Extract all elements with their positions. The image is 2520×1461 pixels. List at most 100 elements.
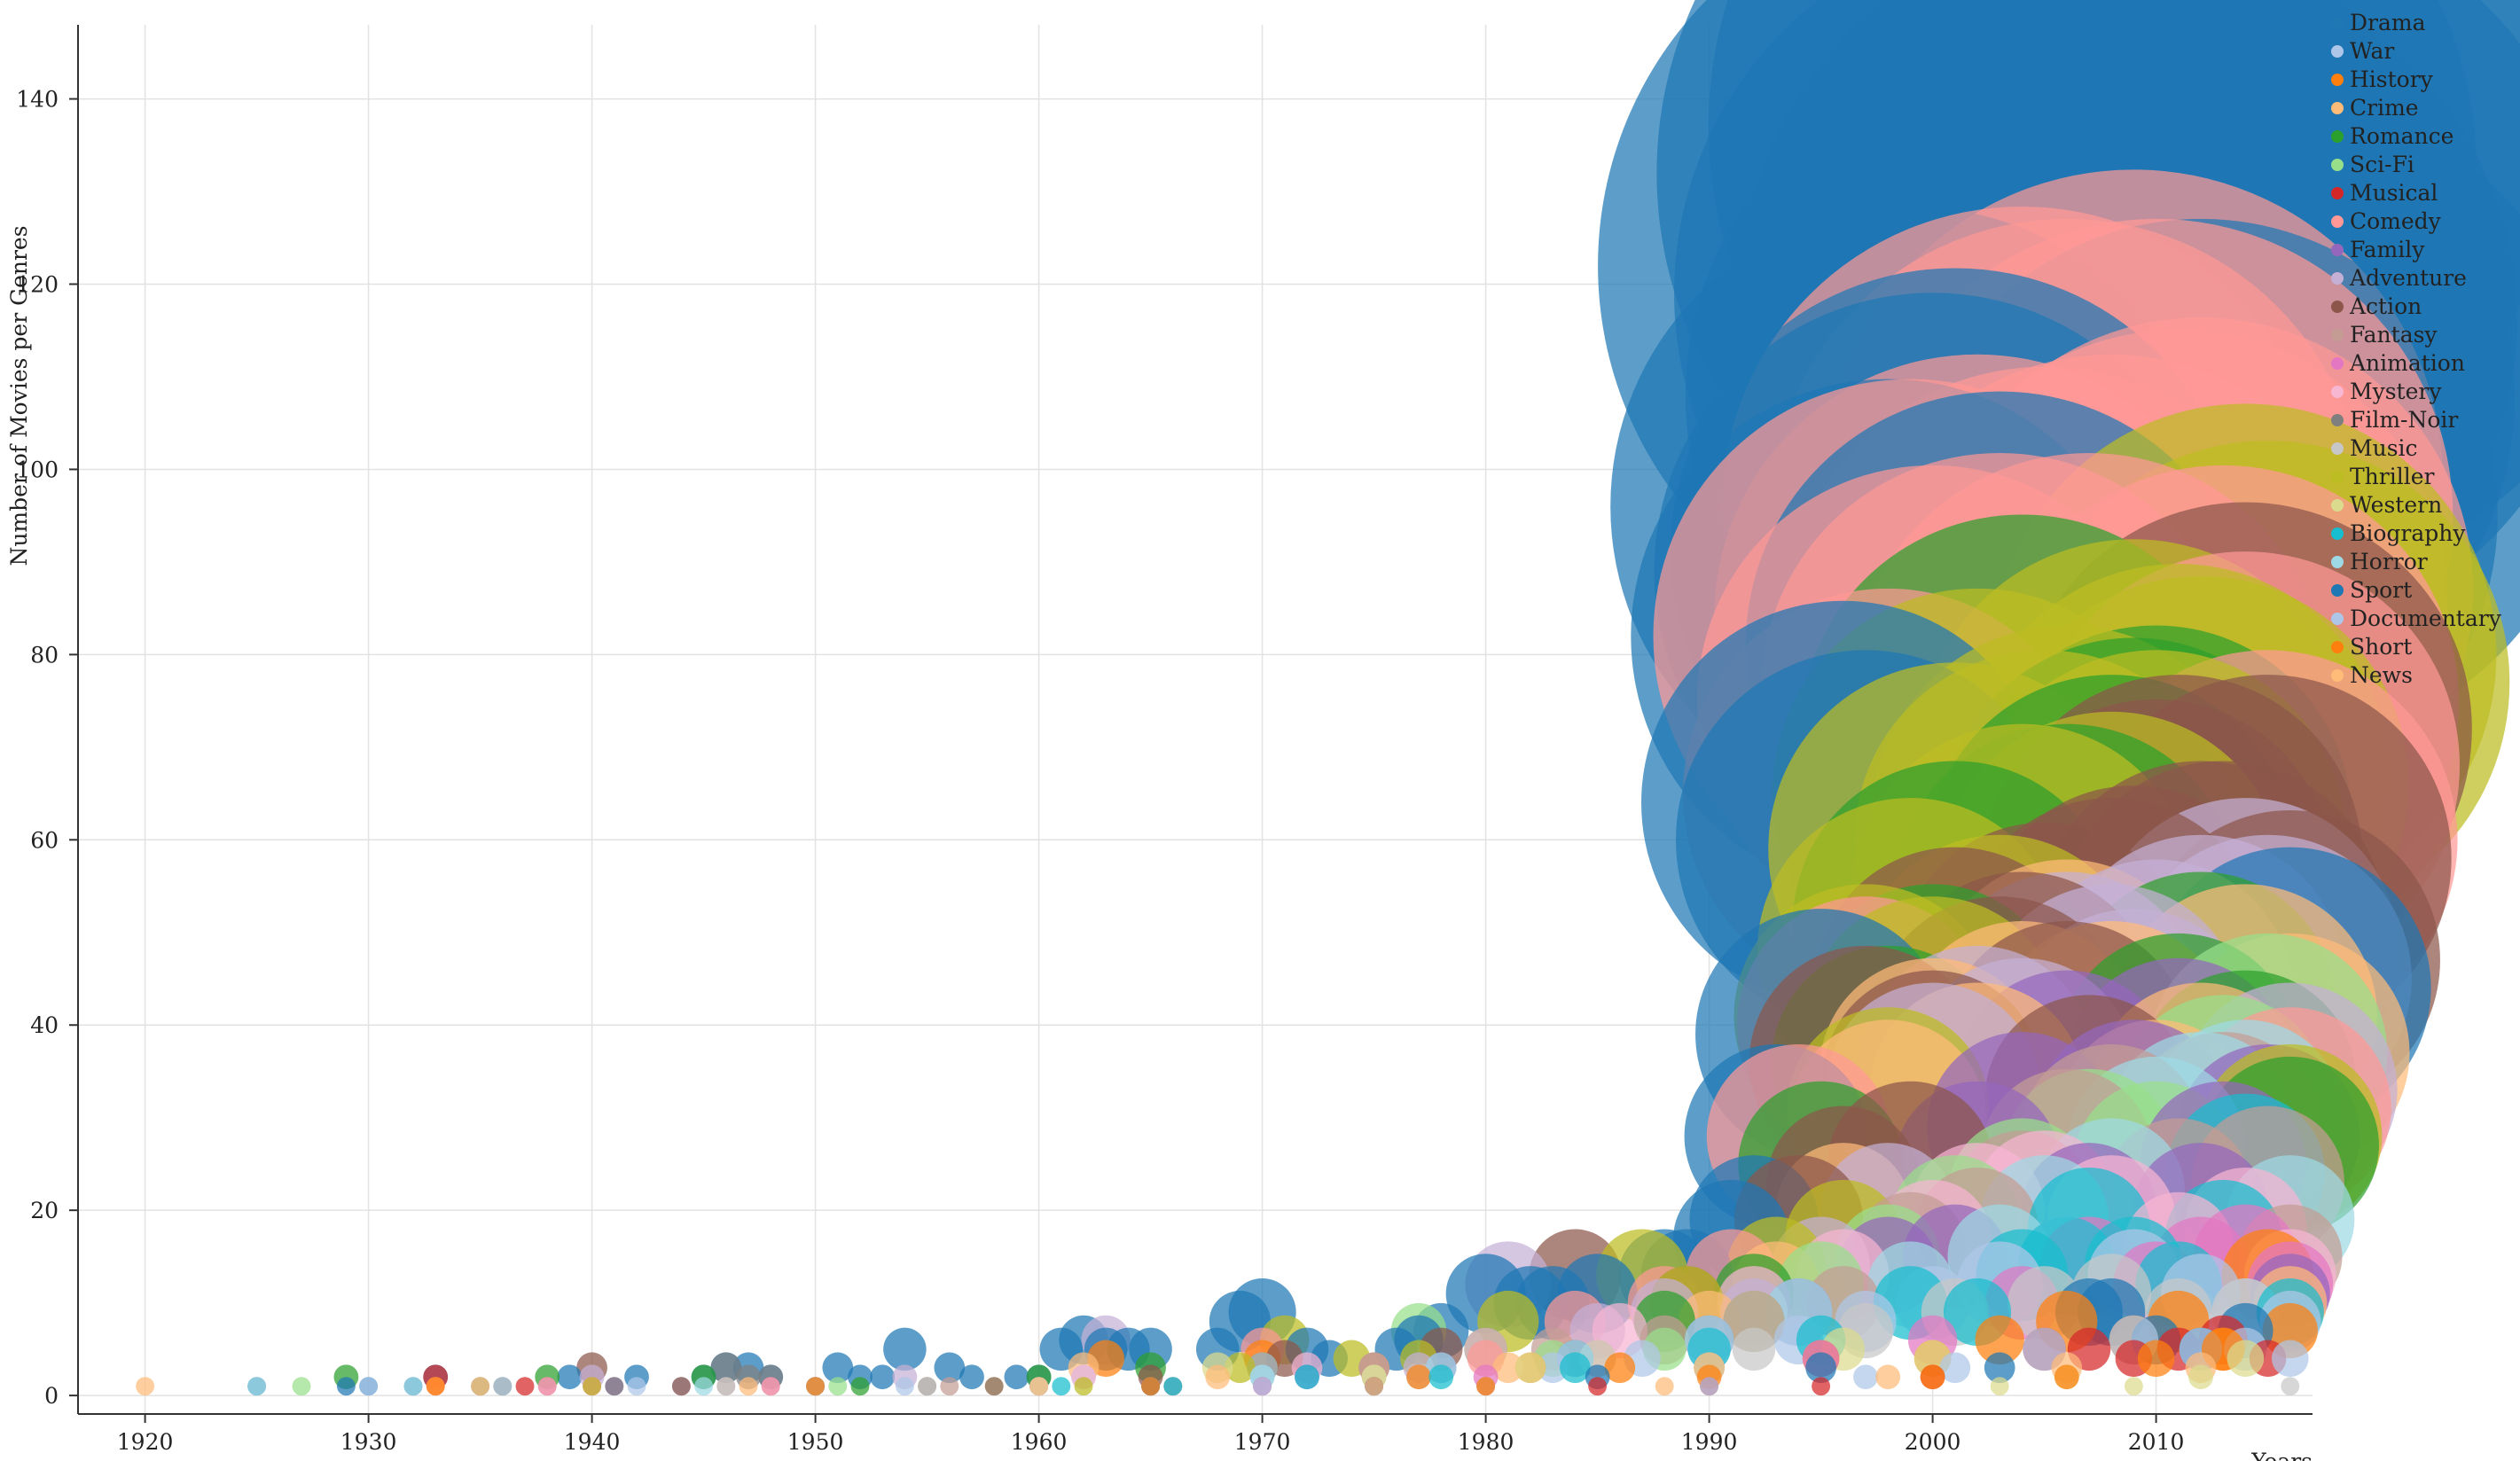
bubble-documentary [1939,1352,1971,1384]
legend-item: Action [2331,293,2422,319]
x-tick-label: 1990 [1681,1429,1738,1455]
x-tick-label: 1920 [117,1429,174,1455]
bubble-horror [247,1377,267,1396]
legend-swatch [2331,102,2344,114]
bubble-music [1732,1327,1776,1371]
legend-swatch [2331,74,2344,86]
bubble-short [426,1377,445,1396]
bubble-western [2188,1364,2213,1390]
bubble-musical [515,1377,535,1396]
x-tick-label: 1960 [1011,1429,1068,1455]
bubble-biography [1163,1377,1183,1396]
y-tick-label: 100 [16,457,59,482]
legend-item: Film-Noir [2331,407,2458,433]
bubble-western [471,1377,490,1396]
legend-item: History [2331,66,2434,92]
legend-item: Crime [2331,95,2419,121]
bubble-music [493,1377,513,1396]
y-tick-label: 20 [30,1198,59,1223]
legend-label: Thriller [2350,464,2435,489]
bubble-drama [883,1327,927,1371]
bubble-fantasy [940,1377,959,1396]
legend-label: Mystery [2350,379,2442,404]
bubble-crime [1205,1364,1231,1390]
legend-swatch [2331,272,2344,285]
legend-swatch [2331,17,2344,29]
bubbles [136,0,2520,1396]
legend-swatch [2331,301,2344,313]
y-axis-title: Number of Movies per Genres [6,225,32,566]
bubble-sci-fi [828,1377,848,1396]
legend-label: War [2350,38,2394,64]
legend-item: Horror [2331,549,2428,574]
legend-item: Sport [2331,577,2412,603]
x-tick-label: 1980 [1458,1429,1514,1455]
bubble-documentary [1700,1377,1719,1396]
legend-item: Western [2331,492,2442,518]
legend-swatch [2331,357,2344,370]
bubble-sport [1984,1352,2015,1384]
legend-item: Adventure [2331,265,2467,291]
legend-item: Music [2331,435,2418,461]
legend-swatch [2331,527,2344,540]
bubble-biography [1052,1377,1071,1396]
y-tick-label: 60 [30,827,59,853]
bubble-drama [1004,1364,1029,1390]
bubble-documentary [1853,1364,1878,1390]
legend-swatch [2331,244,2344,256]
legend-label: Comedy [2350,208,2442,234]
legend-label: Film-Noir [2350,407,2458,433]
legend-label: Crime [2350,95,2419,121]
legend-label: Drama [2350,10,2426,35]
bubble-war [1537,1352,1569,1384]
bubble-news [136,1377,155,1396]
legend-swatch [2331,215,2344,228]
legend-label: Biography [2350,520,2466,546]
legend-swatch [2331,414,2344,426]
bubble-mystery [761,1377,780,1396]
bubble-short [1920,1364,1945,1390]
legend-label: Family [2350,237,2425,262]
legend-label: Fantasy [2350,322,2438,348]
bubble-thriller [1074,1377,1093,1396]
x-tick-label: 1930 [340,1429,397,1455]
legend-item: Short [2331,634,2412,660]
legend-item: Family [2331,237,2425,262]
bubble-drama [822,1352,854,1384]
bubble-mystery [537,1377,557,1396]
bubble-drama [959,1364,984,1390]
bubble-music [2281,1377,2300,1396]
bubble-history [1406,1364,1431,1390]
bubble-western [1990,1377,2009,1396]
bubble-sci-fi [292,1377,311,1396]
bubble-music [918,1377,937,1396]
bubble-thriller [583,1377,602,1396]
legend-swatch [2331,159,2344,171]
x-tick-label: 1940 [564,1429,621,1455]
legend-label: Sci-Fi [2350,152,2414,177]
bubble-war [627,1377,646,1396]
bubble-western [1514,1352,1546,1384]
bubble-biography [1295,1364,1319,1390]
x-axis-ticks: 1920 1930 1940 1950 1960 1970 1980 1990 2000 2010 [117,1414,2185,1455]
legend-swatch [2331,329,2344,341]
x-tick-label: 2010 [2128,1429,2185,1455]
legend-swatch [2331,584,2344,597]
bubble-horror [694,1377,714,1396]
bubble-war [895,1377,914,1396]
legend-item: Romance [2331,123,2453,149]
legend-label: Horror [2350,549,2428,574]
bubble-history [1604,1352,1636,1384]
y-tick-label: 40 [30,1012,59,1038]
bubble-drama [557,1364,583,1390]
legend-swatch [2331,499,2344,512]
bubble-short [1141,1377,1161,1396]
bubble-film-noir [710,1352,742,1384]
legend-item: Biography [2331,520,2466,546]
bubble-thriller [1225,1352,1256,1384]
bubble-western [2227,1340,2265,1378]
bubble-film-noir [984,1377,1004,1396]
legend-label: Western [2350,492,2442,518]
